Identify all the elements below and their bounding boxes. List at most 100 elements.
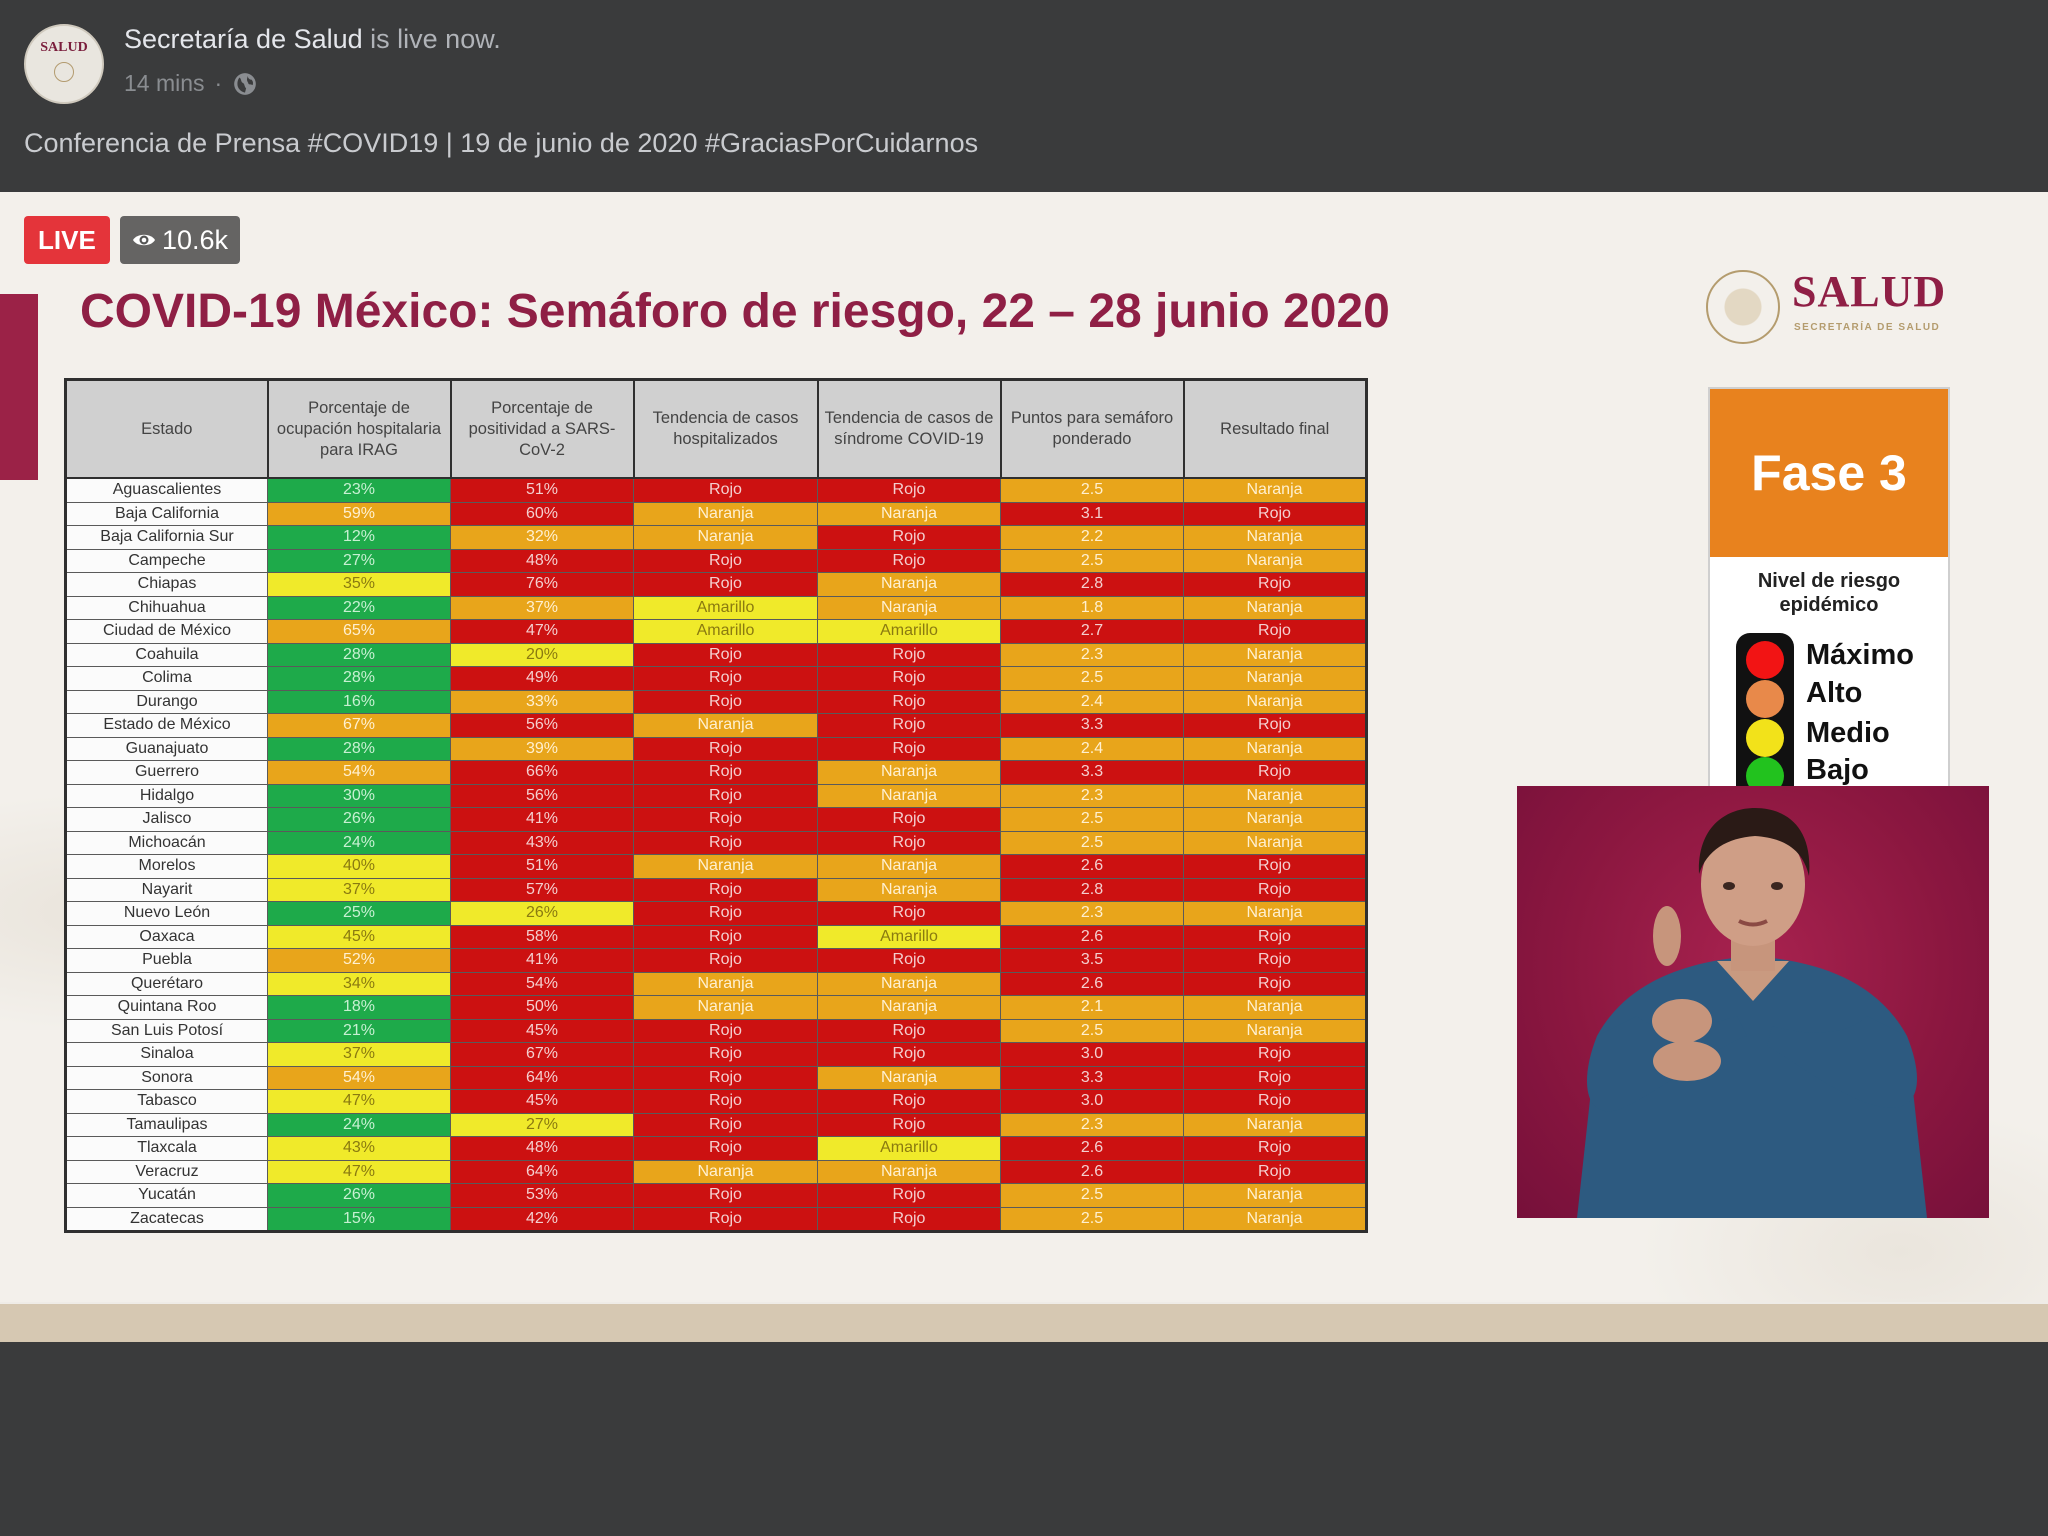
positivity-cell: 41% bbox=[450, 807, 634, 832]
positivity-cell: 20% bbox=[450, 642, 634, 667]
syndrome-trend-cell: Rojo bbox=[817, 901, 1001, 926]
syndrome-trend-cell: Naranja bbox=[817, 854, 1001, 879]
slide-title: COVID-19 México: Semáforo de riesgo, 22 … bbox=[80, 285, 1390, 338]
syndrome-trend-cell: Naranja bbox=[817, 995, 1001, 1020]
occupancy-cell: 45% bbox=[267, 924, 451, 949]
hospitalized-trend-cell: Rojo bbox=[633, 1018, 818, 1043]
hospitalized-trend-cell: Rojo bbox=[633, 1183, 818, 1208]
final-result-cell: Rojo bbox=[1183, 877, 1367, 902]
positivity-cell: 39% bbox=[450, 736, 634, 761]
positivity-cell: 56% bbox=[450, 783, 634, 808]
post-time[interactable]: 14 mins bbox=[124, 70, 205, 96]
state-name-cell: Nuevo León bbox=[65, 901, 268, 926]
state-name-cell: Veracruz bbox=[65, 1159, 268, 1184]
hospitalized-trend-cell: Rojo bbox=[633, 1065, 818, 1090]
syndrome-trend-cell: Rojo bbox=[817, 807, 1001, 832]
weighted-points-cell: 2.5 bbox=[1000, 807, 1184, 832]
final-result-cell: Rojo bbox=[1183, 1089, 1367, 1114]
state-name-cell: Campeche bbox=[65, 548, 268, 573]
table-row: Querétaro 34% 54% Naranja Naranja 2.6 Rojo bbox=[65, 971, 1367, 996]
hospitalized-trend-cell: Naranja bbox=[633, 971, 818, 996]
globe-icon bbox=[234, 72, 257, 95]
hospitalized-trend-cell: Rojo bbox=[633, 1136, 818, 1161]
occupancy-cell: 21% bbox=[267, 1018, 451, 1043]
weighted-points-cell: 3.3 bbox=[1000, 760, 1184, 785]
state-name-cell: Puebla bbox=[65, 948, 268, 973]
hospitalized-trend-cell: Rojo bbox=[633, 901, 818, 926]
page-avatar[interactable]: SALUD bbox=[24, 24, 104, 104]
hospitalized-trend-cell: Rojo bbox=[633, 689, 818, 714]
table-row: Tamaulipas 24% 27% Rojo Rojo 2.3 Naranja bbox=[65, 1112, 1367, 1137]
syndrome-trend-cell: Amarillo bbox=[817, 1136, 1001, 1161]
table-row: Estado de México 67% 56% Naranja Rojo 3.3 Rojo bbox=[65, 713, 1367, 738]
final-result-cell: Naranja bbox=[1183, 666, 1367, 691]
state-name-cell: Yucatán bbox=[65, 1183, 268, 1208]
hospitalized-trend-cell: Rojo bbox=[633, 830, 818, 855]
positivity-cell: 67% bbox=[450, 1042, 634, 1067]
hospitalized-trend-cell: Rojo bbox=[633, 736, 818, 761]
positivity-cell: 33% bbox=[450, 689, 634, 714]
hospitalized-trend-cell: Amarillo bbox=[633, 619, 818, 644]
final-result-cell: Naranja bbox=[1183, 548, 1367, 573]
final-result-cell: Rojo bbox=[1183, 924, 1367, 949]
weighted-points-cell: 2.5 bbox=[1000, 477, 1184, 503]
hospitalized-trend-cell: Rojo bbox=[633, 877, 818, 902]
post-header: SALUD Secretaría de Salud is live now. 1… bbox=[0, 0, 2048, 192]
hospitalized-trend-cell: Rojo bbox=[633, 924, 818, 949]
state-name-cell: Guerrero bbox=[65, 760, 268, 785]
occupancy-cell: 22% bbox=[267, 595, 451, 620]
state-name-cell: Estado de México bbox=[65, 713, 268, 738]
occupancy-cell: 26% bbox=[267, 807, 451, 832]
weighted-points-cell: 2.5 bbox=[1000, 830, 1184, 855]
syndrome-trend-cell: Naranja bbox=[817, 783, 1001, 808]
state-name-cell: Oaxaca bbox=[65, 924, 268, 949]
syndrome-trend-cell: Rojo bbox=[817, 1206, 1001, 1232]
final-result-cell: Rojo bbox=[1183, 501, 1367, 526]
hospitalized-trend-cell: Rojo bbox=[633, 783, 818, 808]
syndrome-trend-cell: Naranja bbox=[817, 1159, 1001, 1184]
weighted-points-cell: 2.3 bbox=[1000, 1112, 1184, 1137]
syndrome-trend-cell: Rojo bbox=[817, 1183, 1001, 1208]
final-result-cell: Rojo bbox=[1183, 948, 1367, 973]
page-name-link[interactable]: Secretaría de Salud bbox=[124, 24, 363, 54]
state-name-cell: Tabasco bbox=[65, 1089, 268, 1114]
positivity-cell: 60% bbox=[450, 501, 634, 526]
table-row: Aguascalientes 23% 51% Rojo Rojo 2.5 Naranja bbox=[65, 477, 1367, 503]
positivity-cell: 53% bbox=[450, 1183, 634, 1208]
logo-subtitle: SECRETARÍA DE SALUD bbox=[1794, 322, 1941, 333]
weighted-points-cell: 3.3 bbox=[1000, 713, 1184, 738]
state-name-cell: Baja California Sur bbox=[65, 525, 268, 550]
column-header: Resultado final bbox=[1182, 378, 1368, 479]
syndrome-trend-cell: Amarillo bbox=[817, 619, 1001, 644]
occupancy-cell: 15% bbox=[267, 1206, 451, 1232]
state-name-cell: Guanajuato bbox=[65, 736, 268, 761]
final-result-cell: Rojo bbox=[1183, 1042, 1367, 1067]
live-status-text: is live now. bbox=[362, 24, 501, 54]
final-result-cell: Naranja bbox=[1183, 807, 1367, 832]
phase-label: Fase 3 bbox=[1710, 389, 1948, 557]
final-result-cell: Rojo bbox=[1183, 619, 1367, 644]
positivity-cell: 54% bbox=[450, 971, 634, 996]
final-result-cell: Naranja bbox=[1183, 525, 1367, 550]
positivity-cell: 76% bbox=[450, 572, 634, 597]
table-row: Sonora 54% 64% Rojo Naranja 3.3 Rojo bbox=[65, 1065, 1367, 1090]
final-result-cell: Naranja bbox=[1183, 1018, 1367, 1043]
state-name-cell: Sinaloa bbox=[65, 1042, 268, 1067]
syndrome-trend-cell: Naranja bbox=[817, 971, 1001, 996]
red-light-icon bbox=[1746, 641, 1784, 679]
national-seal-icon bbox=[1706, 270, 1780, 344]
salud-logo: SALUD SECRETARÍA DE SALUD bbox=[1706, 264, 1956, 354]
positivity-cell: 45% bbox=[450, 1018, 634, 1043]
occupancy-cell: 47% bbox=[267, 1159, 451, 1184]
positivity-cell: 41% bbox=[450, 948, 634, 973]
hospitalized-trend-cell: Rojo bbox=[633, 1089, 818, 1114]
live-video-player[interactable]: LIVE 10.6k COVID-19 México: Semáforo de … bbox=[0, 192, 2048, 1342]
yellow-light-icon bbox=[1746, 719, 1784, 757]
hospitalized-trend-cell: Naranja bbox=[633, 995, 818, 1020]
syndrome-trend-cell: Rojo bbox=[817, 713, 1001, 738]
state-name-cell: Baja California bbox=[65, 501, 268, 526]
positivity-cell: 45% bbox=[450, 1089, 634, 1114]
table-row: Chihuahua 22% 37% Amarillo Naranja 1.8 Naranja bbox=[65, 595, 1367, 620]
state-name-cell: Aguascalientes bbox=[65, 477, 268, 503]
weighted-points-cell: 3.3 bbox=[1000, 1065, 1184, 1090]
